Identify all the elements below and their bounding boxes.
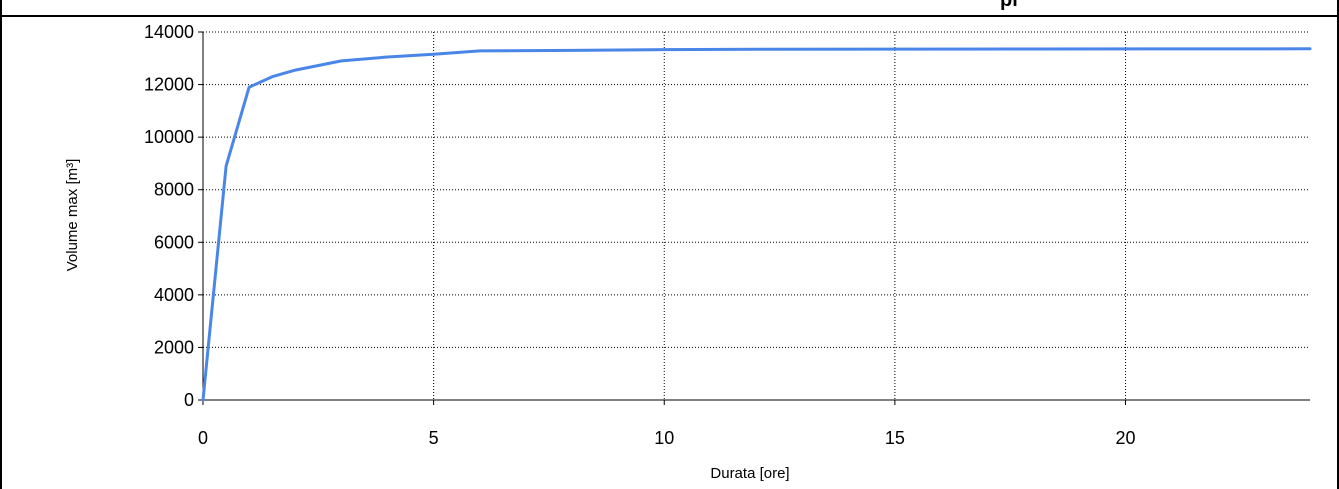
y-tick-label: 12000: [144, 75, 194, 95]
grid: [203, 31, 1310, 400]
x-axis-label: Durata [ore]: [710, 465, 789, 482]
y-axis-label: Volume max [m³]: [64, 159, 81, 272]
chart-title-partial: pi: [1000, 0, 1018, 11]
x-tick-label: 0: [198, 428, 208, 448]
series: [201, 47, 1312, 402]
y-tick-label: 0: [184, 390, 194, 410]
y-tick-label: 8000: [154, 180, 194, 200]
y-tick-label: 6000: [154, 232, 194, 252]
series-line: [201, 47, 1312, 402]
y-tick-label: 4000: [154, 285, 194, 305]
y-tick-label: 2000: [154, 337, 194, 357]
y-tick-label: 10000: [144, 127, 194, 147]
x-tick-label: 10: [654, 428, 674, 448]
y-tick-label: 14000: [144, 22, 194, 42]
x-tick-label: 5: [429, 428, 439, 448]
tick-labels: 0 2000 4000 6000 8000 10000 12000 14000 0 5 10 15 20: [144, 22, 1136, 448]
x-tick-label: 15: [885, 428, 905, 448]
x-tick-label: 20: [1115, 428, 1135, 448]
